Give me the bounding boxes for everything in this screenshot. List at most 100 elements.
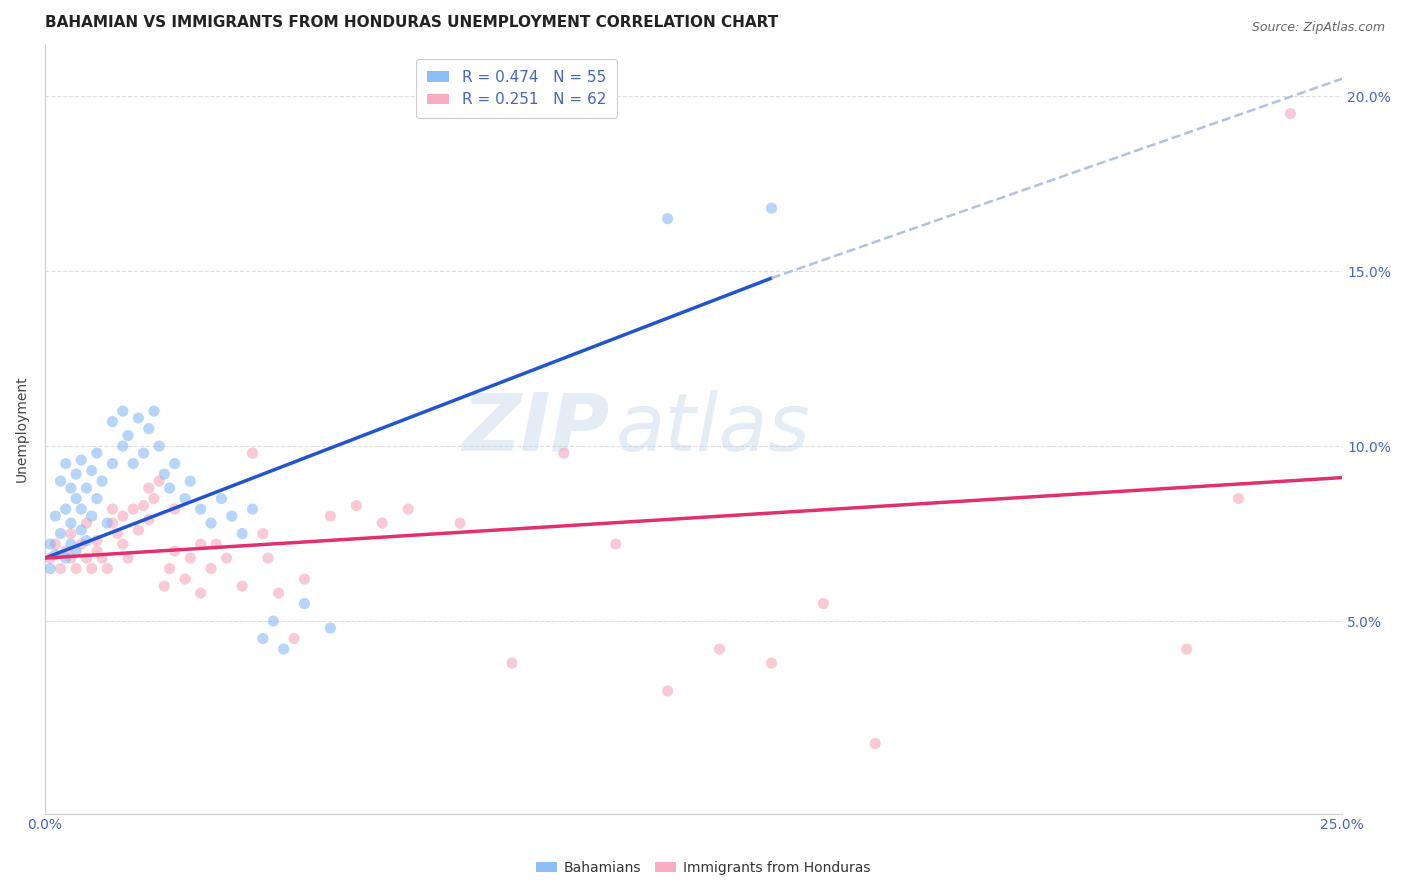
Point bbox=[55, 544, 77, 558]
Point bbox=[70, 453, 93, 467]
Point bbox=[111, 537, 134, 551]
Point bbox=[657, 684, 679, 698]
Y-axis label: Unemployment: Unemployment bbox=[15, 376, 30, 482]
Point bbox=[605, 537, 627, 551]
Point bbox=[65, 544, 87, 558]
Point bbox=[101, 502, 124, 516]
Text: BAHAMIAN VS IMMIGRANTS FROM HONDURAS UNEMPLOYMENT CORRELATION CHART: BAHAMIAN VS IMMIGRANTS FROM HONDURAS UNE… bbox=[45, 15, 779, 30]
Text: ZIP: ZIP bbox=[463, 390, 609, 467]
Point bbox=[371, 516, 394, 530]
Point bbox=[111, 404, 134, 418]
Point bbox=[657, 211, 679, 226]
Point bbox=[76, 551, 98, 566]
Point bbox=[80, 561, 103, 575]
Point bbox=[96, 561, 118, 575]
Point bbox=[65, 561, 87, 575]
Point bbox=[59, 551, 82, 566]
Point bbox=[242, 502, 264, 516]
Text: Source: ZipAtlas.com: Source: ZipAtlas.com bbox=[1251, 21, 1385, 34]
Point bbox=[59, 537, 82, 551]
Point bbox=[96, 516, 118, 530]
Point bbox=[1279, 106, 1302, 120]
Point bbox=[215, 551, 238, 566]
Point bbox=[159, 561, 181, 575]
Point bbox=[39, 537, 62, 551]
Point bbox=[44, 548, 66, 562]
Point bbox=[252, 526, 274, 541]
Legend: R = 0.474   N = 55, R = 0.251   N = 62: R = 0.474 N = 55, R = 0.251 N = 62 bbox=[416, 59, 617, 118]
Point bbox=[91, 551, 114, 566]
Point bbox=[262, 614, 284, 628]
Point bbox=[55, 457, 77, 471]
Point bbox=[221, 509, 243, 524]
Point bbox=[39, 561, 62, 575]
Point bbox=[142, 491, 165, 506]
Point bbox=[142, 404, 165, 418]
Point bbox=[761, 201, 783, 215]
Point bbox=[80, 464, 103, 478]
Point bbox=[252, 632, 274, 646]
Point bbox=[396, 502, 419, 516]
Point bbox=[153, 579, 176, 593]
Point bbox=[231, 526, 253, 541]
Point bbox=[132, 446, 155, 460]
Point bbox=[70, 537, 93, 551]
Point bbox=[319, 509, 342, 524]
Point bbox=[190, 586, 212, 600]
Point bbox=[76, 533, 98, 548]
Point bbox=[55, 502, 77, 516]
Point bbox=[761, 656, 783, 670]
Point bbox=[294, 597, 316, 611]
Point bbox=[117, 551, 139, 566]
Point bbox=[190, 537, 212, 551]
Point bbox=[242, 446, 264, 460]
Point bbox=[49, 561, 72, 575]
Point bbox=[865, 737, 887, 751]
Point bbox=[44, 509, 66, 524]
Point bbox=[200, 561, 222, 575]
Point bbox=[709, 642, 731, 657]
Point bbox=[44, 537, 66, 551]
Point bbox=[55, 551, 77, 566]
Point bbox=[127, 411, 149, 425]
Point bbox=[553, 446, 575, 460]
Point bbox=[65, 491, 87, 506]
Point bbox=[122, 502, 145, 516]
Point bbox=[231, 579, 253, 593]
Point bbox=[148, 439, 170, 453]
Point bbox=[49, 474, 72, 488]
Point bbox=[163, 502, 186, 516]
Point bbox=[209, 491, 232, 506]
Point bbox=[111, 439, 134, 453]
Point bbox=[86, 446, 108, 460]
Point bbox=[1175, 642, 1198, 657]
Point bbox=[179, 474, 201, 488]
Point bbox=[283, 632, 305, 646]
Point bbox=[117, 428, 139, 442]
Point bbox=[65, 467, 87, 481]
Point bbox=[76, 481, 98, 495]
Point bbox=[138, 481, 160, 495]
Point bbox=[127, 523, 149, 537]
Point bbox=[107, 526, 129, 541]
Point bbox=[267, 586, 290, 600]
Point bbox=[111, 509, 134, 524]
Point bbox=[153, 467, 176, 481]
Point bbox=[70, 502, 93, 516]
Point bbox=[101, 516, 124, 530]
Point bbox=[163, 544, 186, 558]
Point bbox=[294, 572, 316, 586]
Point bbox=[174, 491, 197, 506]
Point bbox=[70, 523, 93, 537]
Point bbox=[80, 509, 103, 524]
Point bbox=[319, 621, 342, 635]
Point bbox=[257, 551, 280, 566]
Legend: Bahamians, Immigrants from Honduras: Bahamians, Immigrants from Honduras bbox=[530, 855, 876, 880]
Point bbox=[101, 457, 124, 471]
Point bbox=[59, 526, 82, 541]
Point bbox=[344, 499, 367, 513]
Point bbox=[59, 516, 82, 530]
Point bbox=[86, 544, 108, 558]
Point bbox=[86, 491, 108, 506]
Point bbox=[49, 526, 72, 541]
